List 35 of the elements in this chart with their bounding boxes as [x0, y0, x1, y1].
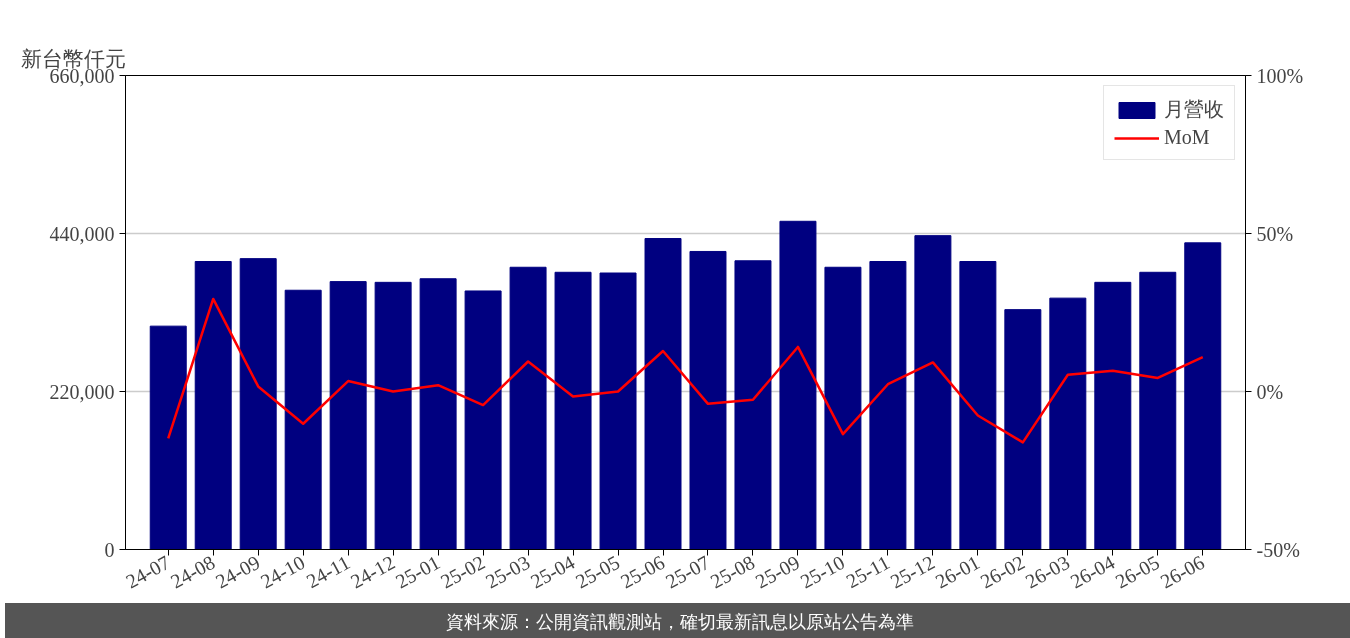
bar	[914, 235, 952, 550]
bar	[959, 261, 997, 550]
bar	[869, 261, 907, 550]
y-tick-label: 440,000	[49, 222, 115, 245]
bar	[554, 271, 592, 550]
line-series	[166, 297, 1205, 444]
bar	[1094, 281, 1132, 550]
bar	[194, 261, 232, 550]
y-tick-label: 0	[104, 538, 115, 561]
bar	[284, 289, 322, 550]
bar	[734, 260, 772, 550]
y2-tick-label: 0%	[1256, 380, 1284, 403]
source-note: 資料來源：公開資訊觀測站，確切最新訊息以原站公告為準	[446, 610, 914, 634]
bar	[149, 325, 187, 550]
bar	[239, 258, 277, 550]
bar	[419, 278, 457, 550]
y2-tick-label: 100%	[1256, 64, 1304, 87]
y-tick-label: 220,000	[49, 380, 115, 403]
bar	[599, 272, 637, 550]
legend-label: 月營收	[1164, 97, 1224, 122]
y2-tick-label: 50%	[1256, 222, 1294, 245]
bar	[824, 266, 862, 550]
legend-label: MoM	[1164, 126, 1210, 149]
bar	[1049, 297, 1087, 550]
bar	[464, 290, 502, 550]
bar	[689, 250, 727, 550]
bar	[509, 266, 547, 550]
bar	[644, 238, 682, 550]
bar	[329, 281, 367, 550]
bar	[1184, 242, 1222, 550]
y2-tick-label: -50%	[1256, 538, 1300, 561]
bar	[779, 220, 817, 550]
bar	[1004, 309, 1042, 550]
bar	[374, 281, 412, 550]
bar	[1139, 271, 1177, 550]
